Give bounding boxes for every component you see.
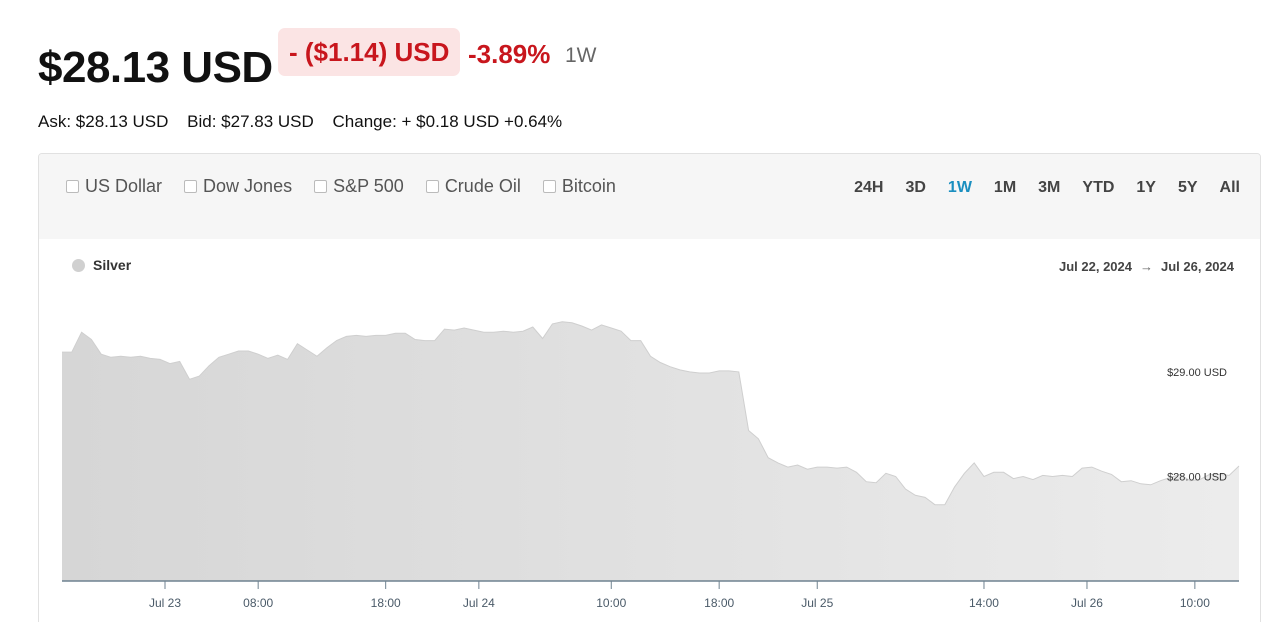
compare-us-dollar[interactable]: US Dollar: [66, 176, 162, 197]
series-line-silver: [62, 321, 1240, 506]
checkbox[interactable]: [425, 180, 439, 193]
chart-legend: Silver: [72, 257, 131, 273]
y-tick-label: $28.00 USD: [1167, 471, 1227, 483]
compare-label: S&P 500: [333, 176, 404, 196]
compare-crude-oil[interactable]: Crude Oil: [425, 176, 521, 197]
compare-label: Bitcoin: [561, 176, 616, 196]
x-tick-label: Jul 24: [463, 596, 495, 610]
compare-bitcoin[interactable]: Bitcoin: [542, 176, 616, 197]
compare-label: Dow Jones: [203, 176, 293, 196]
x-tick-label: 18:00: [371, 596, 401, 610]
x-tick-label: 10:00: [596, 596, 626, 610]
price-change-badge: - ($1.14) USD: [278, 28, 461, 76]
quote-details: Ask: $28.13 USD Bid: $27.83 USD Change: …: [38, 112, 576, 132]
chart-toolbar: US Dollar Dow Jones S&P 500 Crude Oil Bi…: [39, 154, 1260, 239]
date-end: Jul 26, 2024: [1161, 259, 1234, 274]
range-1w-button[interactable]: 1W: [947, 179, 972, 196]
range-1y-button[interactable]: 1Y: [1136, 179, 1156, 196]
range-24h-button[interactable]: 24H: [854, 179, 884, 196]
date-start: Jul 22, 2024: [1059, 259, 1132, 274]
x-tick-label: Jul 25: [801, 596, 833, 610]
compare-label: US Dollar: [85, 176, 163, 196]
range-all-button[interactable]: All: [1219, 179, 1240, 196]
checkbox[interactable]: [184, 180, 198, 193]
range-selector: 24H 3D 1W 1M 3M YTD 1Y 5Y All: [854, 179, 1240, 197]
period-label: 1W: [565, 44, 597, 67]
checkbox[interactable]: [66, 180, 79, 193]
y-tick-label: $29.00 USD: [1167, 367, 1227, 379]
legend-label: Silver: [93, 257, 132, 273]
current-price: $28.13 USD: [38, 43, 273, 92]
series-dot: [72, 258, 85, 272]
range-ytd-button[interactable]: YTD: [1082, 179, 1115, 196]
compare-dow-jones[interactable]: Dow Jones: [184, 176, 292, 197]
series-area-silver: [62, 321, 1239, 581]
x-tick-label: Jul 26: [1071, 596, 1103, 610]
range-5y-button[interactable]: 5Y: [1177, 179, 1198, 196]
bid-price: Bid: $27.83 USD: [187, 112, 314, 131]
range-1m-button[interactable]: 1M: [993, 179, 1017, 196]
compare-options: US Dollar Dow Jones S&P 500 Crude Oil Bi…: [66, 176, 616, 197]
chart-card: US Dollar Dow Jones S&P 500 Crude Oil Bi…: [38, 153, 1261, 622]
checkbox[interactable]: [314, 180, 328, 193]
price-chart[interactable]: Jul 23 08:00 18:00 Jul 24 10:00 18:00 Jul 25 14…: [39, 154, 1261, 622]
x-tick-label: 08:00: [243, 596, 273, 610]
compare-label: Crude Oil: [444, 176, 521, 196]
ask-price: Ask: $28.13 USD: [38, 112, 169, 131]
price-change-percent: -3.89%: [468, 39, 551, 69]
x-tick-label: 10:00: [1180, 596, 1210, 610]
range-3d-button[interactable]: 3D: [905, 179, 926, 196]
range-3m-button[interactable]: 3M: [1038, 179, 1061, 196]
date-range: Jul 22, 2024 → Jul 26, 2024: [1059, 259, 1234, 274]
checkbox[interactable]: [542, 180, 556, 193]
x-tick-label: 14:00: [969, 596, 999, 610]
price-header: $28.13 USD - ($1.14) USD -3.89% 1W: [38, 28, 838, 98]
x-tick-label: Jul 23: [149, 596, 181, 610]
x-tick-label: 18:00: [704, 596, 734, 610]
arrow-right-icon: →: [1140, 259, 1153, 274]
compare-sp-500[interactable]: S&P 500: [314, 176, 404, 197]
daily-change: Change: + $0.18 USD +0.64%: [332, 112, 563, 131]
